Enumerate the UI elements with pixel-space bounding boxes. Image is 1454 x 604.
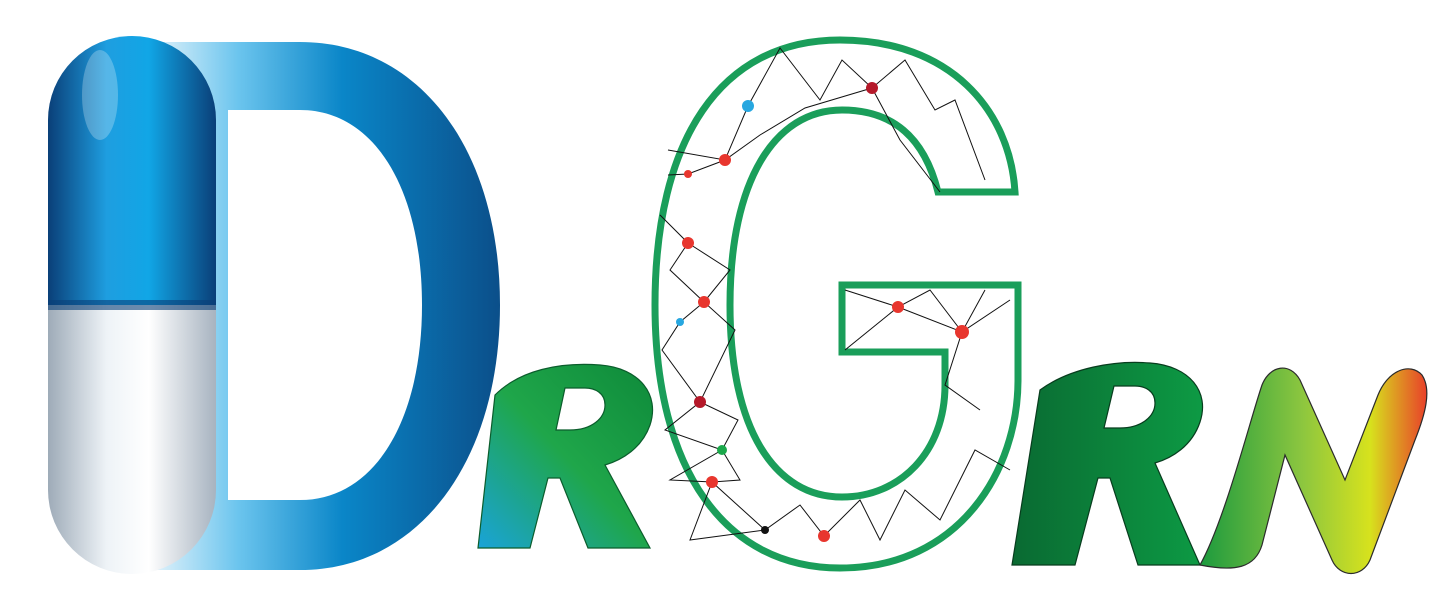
network-node <box>717 445 727 455</box>
network-node <box>955 325 969 339</box>
network-node <box>698 296 710 308</box>
letter-n <box>1199 367 1428 575</box>
network-node <box>892 301 904 313</box>
capsule-pill-icon <box>48 36 216 574</box>
network-node <box>694 396 706 408</box>
network-node <box>684 170 692 178</box>
letter-d <box>150 42 500 570</box>
letter-r-first <box>477 363 654 549</box>
network-node <box>706 476 718 488</box>
network-node <box>682 237 694 249</box>
network-node <box>761 526 769 534</box>
network-node <box>818 530 830 542</box>
network-node <box>866 82 878 94</box>
network-node <box>676 318 684 326</box>
network-node <box>719 154 731 166</box>
network-nodes <box>676 82 969 542</box>
letter-g-network <box>651 36 1022 572</box>
network-node <box>742 100 754 112</box>
letter-r-second <box>1011 361 1204 566</box>
